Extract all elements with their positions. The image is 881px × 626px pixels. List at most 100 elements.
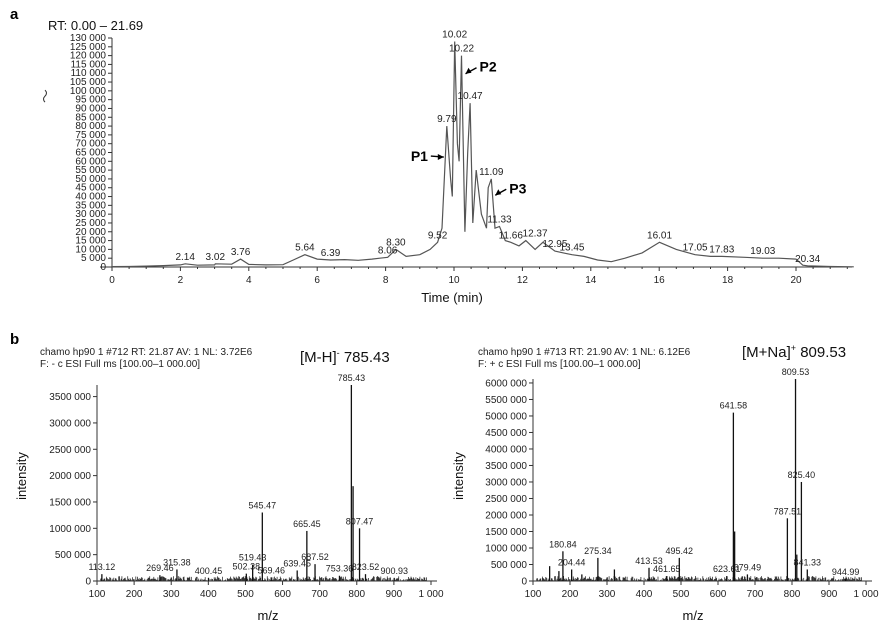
x-tick-label: 2 <box>178 275 184 286</box>
chromatogram-trace <box>111 41 854 268</box>
pos-xlabel: m/z <box>683 608 704 623</box>
y-tick-label: 1500 000 <box>49 497 91 508</box>
y-tick-label: 35 000 <box>75 200 106 211</box>
y-tick-label: 25 000 <box>75 218 106 229</box>
peak-mz-label: 519.43 <box>239 553 267 563</box>
panel-a-label: a <box>10 6 19 23</box>
y-tick-label: 5500 000 <box>485 395 527 406</box>
x-tick-label: 100 <box>89 589 106 600</box>
y-tick-label: 2000 000 <box>49 471 91 482</box>
x-tick-label: 200 <box>562 589 579 600</box>
x-tick-label: 1 000 <box>418 589 443 600</box>
x-tick-label: 500 <box>673 589 690 600</box>
peak-mz-label: 113.12 <box>88 562 115 572</box>
peak-label: 10.22 <box>449 44 474 55</box>
y-tick-label: 1500 000 <box>485 527 527 538</box>
peak-label: 11.33 <box>487 214 512 225</box>
peak-label: 11.66 <box>499 230 524 241</box>
axis-break-mark <box>43 89 47 103</box>
pos-ion-label: [M+Na]+ 809.53 <box>742 343 846 361</box>
peak-mz-label: 180.84 <box>549 539 577 549</box>
peak-mz-label: 569.46 <box>257 565 285 575</box>
peak-mz-label: 545.47 <box>249 501 277 511</box>
y-tick-label: 3000 000 <box>485 477 527 488</box>
x-tick-label: 16 <box>654 275 666 286</box>
peak-mz-label: 807.47 <box>346 516 374 526</box>
y-tick-label: 3500 000 <box>485 461 527 472</box>
x-tick-label: 10 <box>448 275 460 286</box>
y-tick-label: 40 000 <box>75 192 106 203</box>
x-tick-label: 900 <box>386 589 403 600</box>
peak-label: 9.79 <box>437 114 457 125</box>
y-tick-label: 120 000 <box>70 51 107 62</box>
peak-mz-label: 400.45 <box>195 566 223 576</box>
pos-header-line-2: F: + c ESI Full ms [100.00–1 000.00] <box>478 359 641 370</box>
peak-label: 12.37 <box>523 229 548 240</box>
x-tick-label: 200 <box>126 589 143 600</box>
x-tick-label: 0 <box>109 275 115 286</box>
y-tick-label: 500 000 <box>491 560 528 571</box>
peak-annotation: P3 <box>509 180 526 196</box>
y-tick-label: 15 000 <box>75 236 106 247</box>
y-tick-label: 500 000 <box>55 550 92 561</box>
y-tick-label: 3000 000 <box>49 418 91 429</box>
peak-label: 10.02 <box>442 30 467 41</box>
peak-mz-label: 687.52 <box>301 552 329 562</box>
peak-label: 2.14 <box>175 252 195 263</box>
y-tick-label: 20 000 <box>75 227 106 238</box>
x-tick-label: 12 <box>517 275 529 286</box>
x-tick-label: 14 <box>585 275 597 286</box>
peak-mz-label: 413.53 <box>635 556 663 566</box>
panel-b-label: b <box>10 331 19 348</box>
x-tick-label: 900 <box>821 589 838 600</box>
peak-mz-label: 461.65 <box>653 564 681 574</box>
peak-mz-label: 315.38 <box>163 557 191 567</box>
peak-label: 20.34 <box>795 254 820 265</box>
peak-label: 6.39 <box>321 248 341 259</box>
peak-mz-label: 639.45 <box>283 558 311 568</box>
peak-mz-label: 841.33 <box>794 557 822 567</box>
peak-annotation: P2 <box>480 59 497 75</box>
peak-mz-label: 823.52 <box>352 562 380 572</box>
peak-mz-label: 825.40 <box>788 470 816 480</box>
neg-ylabel: intensity <box>14 452 29 500</box>
x-tick-label: 6 <box>314 275 320 286</box>
annotation-arrowhead <box>465 67 472 74</box>
peak-label: 19.03 <box>750 246 775 257</box>
x-tick-label: 400 <box>200 589 217 600</box>
peak-label: 16.01 <box>647 230 672 241</box>
peak-mz-label: 204.44 <box>558 557 586 567</box>
y-tick-label: 10 000 <box>75 244 106 255</box>
peak-label: 3.02 <box>206 252 226 263</box>
y-tick-label: 4500 000 <box>485 428 527 439</box>
pos-ylabel: intensity <box>451 452 466 500</box>
y-tick-label: 60 000 <box>75 156 106 167</box>
peak-label: 11.09 <box>479 167 504 178</box>
peak-mz-label: 623.61 <box>713 564 741 574</box>
peak-mz-label: 665.45 <box>293 519 321 529</box>
y-tick-label: 105 000 <box>70 77 107 88</box>
peak-mz-label: 269.46 <box>146 563 174 573</box>
y-tick-label: 70 000 <box>75 139 106 150</box>
peak-label: 8.06 <box>378 245 398 256</box>
peak-label: 17.05 <box>683 243 708 254</box>
peak-annotation: P1 <box>411 148 428 164</box>
y-tick-label: 2000 000 <box>485 510 527 521</box>
y-tick-label: 3500 000 <box>49 392 91 403</box>
peak-mz-label: 641.58 <box>720 401 748 411</box>
x-tick-label: 600 <box>710 589 727 600</box>
pos-header-line-1: chamo hp90 1 #713 RT: 21.90 AV: 1 NL: 6.… <box>478 347 691 358</box>
neg-ion-label: [M-H]- 785.43 <box>300 348 390 366</box>
y-tick-label: 125 000 <box>70 42 107 53</box>
x-tick-label: 4 <box>246 275 252 286</box>
y-tick-label: 45 000 <box>75 183 106 194</box>
peak-mz-label: 495.42 <box>666 546 694 556</box>
y-tick-label: 110 000 <box>71 68 107 79</box>
y-tick-label: 75 000 <box>75 130 106 141</box>
y-tick-label: 100 000 <box>70 86 107 97</box>
x-tick-label: 100 <box>525 589 542 600</box>
noise-peaks <box>536 576 862 581</box>
x-tick-label: 700 <box>747 589 764 600</box>
